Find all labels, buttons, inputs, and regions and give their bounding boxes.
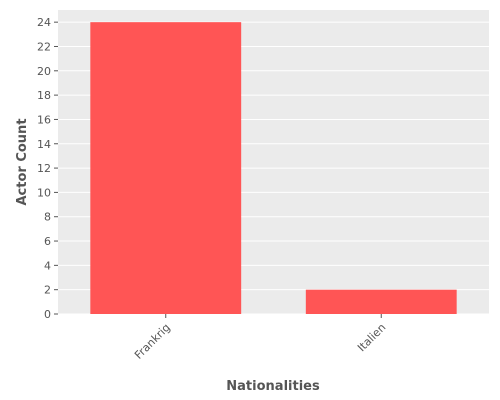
bar-frankrig bbox=[90, 22, 242, 314]
y-tick-label: 2 bbox=[44, 284, 51, 297]
y-tick-label: 10 bbox=[37, 186, 51, 199]
y-tick-label: 12 bbox=[37, 162, 51, 175]
y-tick-label: 14 bbox=[37, 138, 51, 151]
y-tick-label: 16 bbox=[37, 113, 51, 126]
y-tick-label: 0 bbox=[44, 308, 51, 321]
x-axis-title: Nationalities bbox=[226, 379, 320, 394]
y-axis-title: Actor Count bbox=[15, 118, 30, 205]
bars bbox=[90, 22, 457, 314]
x-tick-label: Italien bbox=[355, 321, 388, 354]
x-axis-ticks: Frankrig Italien bbox=[132, 314, 388, 362]
x-tick-label: Frankrig bbox=[132, 321, 173, 362]
y-tick-label: 4 bbox=[44, 259, 51, 272]
bar-italien bbox=[305, 289, 457, 314]
y-tick-label: 18 bbox=[37, 89, 51, 102]
y-tick-label: 6 bbox=[44, 235, 51, 248]
y-tick-label: 24 bbox=[37, 16, 51, 29]
y-tick-label: 8 bbox=[44, 211, 51, 224]
y-tick-label: 22 bbox=[37, 40, 51, 53]
y-tick-label: 20 bbox=[37, 65, 51, 78]
